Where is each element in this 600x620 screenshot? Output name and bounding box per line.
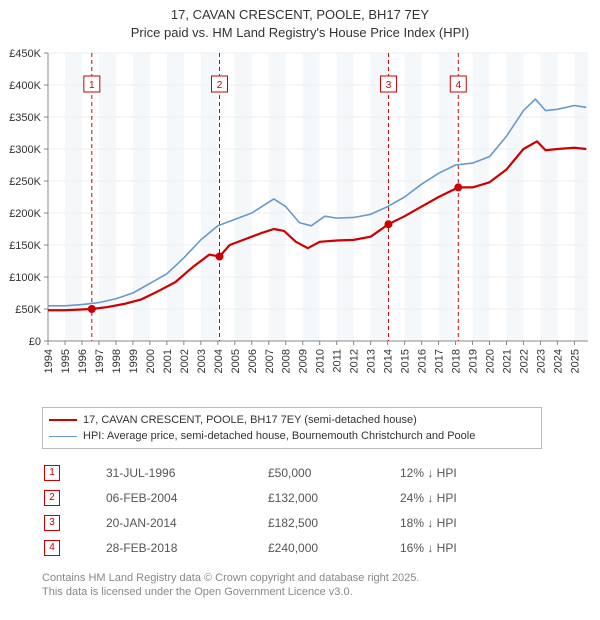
x-tick-label: 2004: [213, 349, 225, 373]
event-pct-vs-hpi: 24% ↓ HPI: [400, 486, 510, 509]
x-tick-label: 1998: [111, 349, 123, 373]
x-tick-label: 2003: [196, 349, 208, 373]
footer-line1: Contains HM Land Registry data © Crown c…: [42, 571, 600, 585]
x-tick-label: 2017: [434, 349, 446, 373]
x-tick-label: 2019: [468, 349, 480, 373]
chart-title-block: 17, CAVAN CRESCENT, POOLE, BH17 7EY Pric…: [0, 0, 600, 41]
sales-events-table: 1 31-JUL-1996£50,00012% ↓ HPI 2 06-FEB-2004…: [42, 459, 512, 561]
event-price: £240,000: [268, 536, 398, 559]
event-row: 2 06-FEB-2004£132,00024% ↓ HPI: [44, 486, 510, 509]
title-line2: Price paid vs. HM Land Registry's House …: [0, 24, 600, 42]
y-tick-label: £150K: [9, 240, 41, 252]
sale-marker: [88, 305, 96, 313]
y-tick-label: £200K: [9, 208, 41, 220]
event-number-marker: 3: [44, 515, 60, 531]
event-date: 20-JAN-2014: [106, 511, 266, 534]
x-tick-label: 2000: [145, 349, 157, 373]
x-tick-label: 1999: [128, 349, 140, 373]
x-tick-label: 2014: [383, 349, 395, 373]
legend-swatch: [49, 436, 77, 437]
event-number-marker: 4: [44, 540, 60, 556]
event-price: £132,000: [268, 486, 398, 509]
legend-swatch: [49, 419, 77, 421]
x-tick-label: 2024: [552, 349, 564, 373]
event-date: 06-FEB-2004: [106, 486, 266, 509]
x-tick-label: 1997: [94, 349, 106, 373]
legend-label: 17, CAVAN CRESCENT, POOLE, BH17 7EY (sem…: [83, 414, 417, 426]
legend-row: 17, CAVAN CRESCENT, POOLE, BH17 7EY (sem…: [49, 412, 535, 428]
event-date: 28-FEB-2018: [106, 536, 266, 559]
event-row: 3 20-JAN-2014£182,50018% ↓ HPI: [44, 511, 510, 534]
x-tick-label: 2023: [535, 349, 547, 373]
sale-marker: [216, 253, 224, 261]
x-tick-label: 2007: [264, 349, 276, 373]
x-tick-label: 2013: [366, 349, 378, 373]
x-tick-label: 2020: [485, 349, 497, 373]
x-tick-label: 1995: [60, 349, 72, 373]
x-tick-label: 2009: [298, 349, 310, 373]
event-pct-vs-hpi: 16% ↓ HPI: [400, 536, 510, 559]
event-marker-label: 2: [217, 80, 223, 91]
y-tick-label: £400K: [9, 80, 41, 92]
event-marker-label: 4: [455, 80, 461, 91]
x-tick-label: 1996: [77, 349, 89, 373]
y-tick-label: £100K: [9, 272, 41, 284]
y-tick-label: £0: [29, 336, 41, 348]
x-tick-label: 2008: [281, 349, 293, 373]
legend-row: HPI: Average price, semi-detached house,…: [49, 428, 535, 444]
event-number-marker: 2: [44, 490, 60, 506]
x-tick-label: 2012: [349, 349, 361, 373]
event-marker-label: 1: [89, 80, 95, 91]
event-number-marker: 1: [44, 465, 60, 481]
event-row: 4 28-FEB-2018£240,00016% ↓ HPI: [44, 536, 510, 559]
attribution-footer: Contains HM Land Registry data © Crown c…: [42, 571, 600, 600]
y-tick-label: £300K: [9, 144, 41, 156]
title-line1: 17, CAVAN CRESCENT, POOLE, BH17 7EY: [0, 6, 600, 24]
x-tick-label: 2002: [179, 349, 191, 373]
event-price: £50,000: [268, 461, 398, 484]
legend-box: 17, CAVAN CRESCENT, POOLE, BH17 7EY (sem…: [42, 407, 542, 449]
x-tick-label: 2015: [400, 349, 412, 373]
event-pct-vs-hpi: 12% ↓ HPI: [400, 461, 510, 484]
event-pct-vs-hpi: 18% ↓ HPI: [400, 511, 510, 534]
x-tick-label: 1994: [43, 349, 55, 373]
chart-container: £0 £50K £100K £150K £200K £250K £300K £350K £400…: [0, 41, 600, 401]
event-price: £182,500: [268, 511, 398, 534]
y-tick-label: £350K: [9, 112, 41, 124]
x-tick-label: 2018: [451, 349, 463, 373]
x-tick-label: 2021: [501, 349, 513, 373]
event-row: 1 31-JUL-1996£50,00012% ↓ HPI: [44, 461, 510, 484]
sale-marker: [454, 183, 462, 191]
x-tick-label: 2016: [417, 349, 429, 373]
x-tick-label: 2010: [315, 349, 327, 373]
event-marker-label: 3: [386, 80, 392, 91]
sale-marker: [384, 220, 392, 228]
line-chart-svg: £0 £50K £100K £150K £200K £250K £300K £350K £400…: [0, 41, 600, 401]
footer-line2: This data is licensed under the Open Gov…: [42, 585, 600, 599]
x-tick-label: 2025: [569, 349, 581, 373]
y-tick-label: £450K: [9, 48, 41, 60]
event-date: 31-JUL-1996: [106, 461, 266, 484]
x-tick-label: 2005: [230, 349, 242, 373]
x-tick-label: 2006: [247, 349, 259, 373]
y-tick-label: £250K: [9, 176, 41, 188]
x-tick-label: 2022: [518, 349, 530, 373]
x-tick-label: 2001: [162, 349, 174, 373]
x-tick-label: 2011: [332, 349, 344, 373]
y-tick-label: £50K: [15, 304, 41, 316]
legend-label: HPI: Average price, semi-detached house,…: [83, 430, 475, 442]
